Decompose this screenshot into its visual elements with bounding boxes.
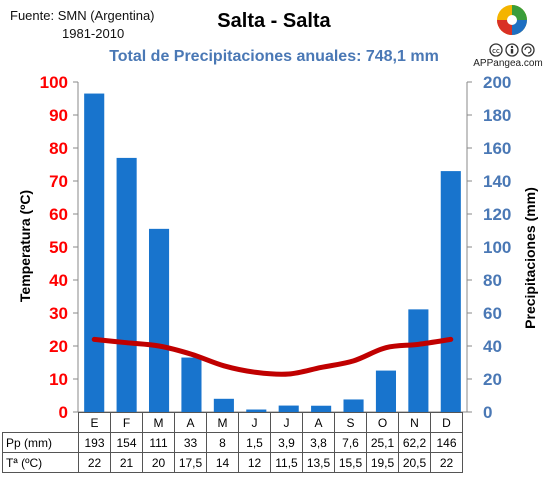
precip-value: 1,5 [238, 432, 271, 453]
month-label: E [78, 412, 111, 433]
y-left-tick-label: 10 [49, 370, 68, 389]
cc-by-sa-icon: cc [489, 43, 535, 57]
precip-value: 33 [174, 432, 207, 453]
y-right-tick-label: 180 [483, 106, 511, 125]
logo-text: APPangea.com [473, 58, 543, 69]
month-label: D [430, 412, 463, 433]
temp-value: 20,5 [398, 452, 431, 473]
precip-value: 3,9 [270, 432, 303, 453]
month-label: J [238, 412, 271, 433]
y-left-tick-label: 30 [49, 304, 68, 323]
month-label: J [270, 412, 303, 433]
y-right-tick-label: 60 [483, 304, 502, 323]
precip-value: 154 [110, 432, 143, 453]
source-note: Fuente: SMN (Argentina) 1981-2010 [10, 7, 155, 43]
month-label: M [206, 412, 239, 433]
precip-value: 3,8 [302, 432, 335, 453]
y-left-tick-label: 50 [49, 238, 68, 257]
source-label: Fuente: SMN (Argentina) [10, 8, 155, 23]
y-right-tick-label: 100 [483, 238, 511, 257]
month-label: O [366, 412, 399, 433]
row-header-temp: Tª (ºC) [2, 452, 79, 473]
y-right-axis-label: Precipitaciones (mm) [522, 187, 538, 329]
source-period: 1981-2010 [62, 26, 125, 41]
precip-bar [375, 370, 397, 412]
temp-value: 15,5 [334, 452, 367, 473]
month-label: A [174, 412, 207, 433]
precip-bar [343, 399, 364, 412]
temp-value: 11,5 [270, 452, 303, 473]
y-left-tick-label: 100 [40, 73, 68, 92]
y-left-tick-label: 60 [49, 205, 68, 224]
svg-text:cc: cc [492, 47, 500, 55]
puzzle-globe-icon: cc [489, 5, 535, 57]
month-label: N [398, 412, 431, 433]
y-left-tick-label: 40 [49, 271, 68, 290]
precip-value: 25,1 [366, 432, 399, 453]
precip-bar [278, 405, 299, 412]
precip-bar [213, 398, 234, 412]
temp-value: 20 [142, 452, 175, 473]
table-row-temp: Tª (ºC) 22 21 20 17,5 14 12 11,5 13,5 15,5 19,5 20,… [2, 452, 463, 473]
month-label: A [302, 412, 335, 433]
y-left-tick-label: 80 [49, 139, 68, 158]
y-right-tick-label: 80 [483, 271, 502, 290]
precip-bar [408, 309, 429, 412]
precip-value: 193 [78, 432, 111, 453]
row-header-precip: Pp (mm) [2, 432, 79, 453]
y-left-tick-label: 20 [49, 337, 68, 356]
precip-bar [181, 357, 202, 412]
y-right-tick-label: 200 [483, 73, 511, 92]
temperature-line [91, 336, 454, 377]
month-label: S [334, 412, 367, 433]
precip-value: 146 [430, 432, 463, 453]
precip-bar [116, 157, 137, 412]
precip-bar [246, 409, 267, 412]
y-left-tick-label: 0 [59, 403, 68, 422]
precip-bar [148, 228, 170, 412]
temp-value: 14 [206, 452, 239, 473]
precip-bar [311, 405, 332, 412]
temp-value: 12 [238, 452, 271, 473]
y-right-tick-label: 0 [483, 403, 492, 422]
temp-value: 21 [110, 452, 143, 473]
month-label: M [142, 412, 175, 433]
precip-value: 8 [206, 432, 239, 453]
y-right-tick-label: 20 [483, 370, 502, 389]
temp-value: 22 [430, 452, 463, 473]
chart-title: Salta - Salta [217, 10, 331, 32]
temp-value: 13,5 [302, 452, 335, 473]
precip-bar [84, 93, 105, 413]
precip-value: 7,6 [334, 432, 367, 453]
y-left-tick-label: 70 [49, 172, 68, 191]
month-label: F [110, 412, 143, 433]
temp-value: 17,5 [174, 452, 207, 473]
y-right-tick-label: 120 [483, 205, 511, 224]
temp-value: 19,5 [366, 452, 399, 473]
y-right-tick-label: 140 [483, 172, 511, 191]
precip-bar [440, 171, 461, 412]
y-right-tick-label: 40 [483, 337, 502, 356]
table-row-precip: Pp (mm) 193 154 111 33 8 1,5 3,9 3,8 7,6 25,1 62,2 1… [2, 432, 463, 453]
y-left-tick-label: 90 [49, 106, 68, 125]
y-left-axis-label: Temperatura (ºC) [17, 189, 33, 303]
precip-value: 62,2 [398, 432, 431, 453]
precip-value: 111 [142, 432, 175, 453]
chart-subtitle: Total de Precipitaciones anuales: 748,1 … [109, 48, 439, 65]
y-right-tick-label: 160 [483, 139, 511, 158]
temp-value: 22 [78, 452, 111, 473]
